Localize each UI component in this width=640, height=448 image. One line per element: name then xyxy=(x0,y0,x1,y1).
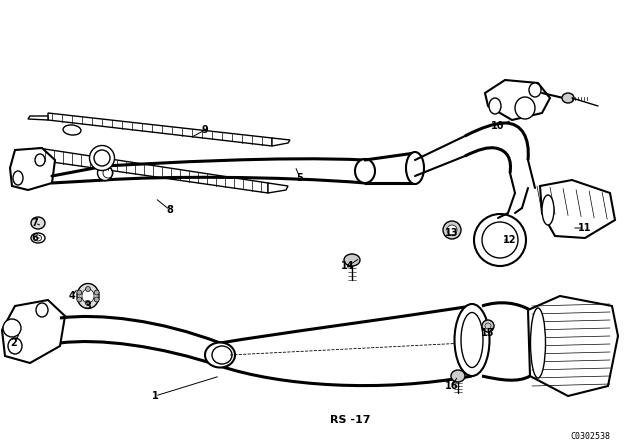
Ellipse shape xyxy=(205,343,235,367)
Ellipse shape xyxy=(355,159,375,183)
Text: 4: 4 xyxy=(68,291,76,301)
Text: 12: 12 xyxy=(503,235,516,245)
Ellipse shape xyxy=(77,297,82,302)
Text: 7: 7 xyxy=(31,218,38,228)
Ellipse shape xyxy=(482,222,518,258)
Ellipse shape xyxy=(86,301,90,306)
Text: 11: 11 xyxy=(579,223,592,233)
Ellipse shape xyxy=(344,254,360,266)
Ellipse shape xyxy=(35,235,42,241)
Polygon shape xyxy=(2,300,65,363)
Ellipse shape xyxy=(454,304,490,376)
Text: RS -17: RS -17 xyxy=(330,415,371,425)
Text: 14: 14 xyxy=(341,261,355,271)
Polygon shape xyxy=(28,116,48,120)
Text: 13: 13 xyxy=(445,228,459,238)
Polygon shape xyxy=(38,148,268,193)
Ellipse shape xyxy=(562,93,574,103)
Ellipse shape xyxy=(3,319,21,337)
Ellipse shape xyxy=(451,370,465,382)
Text: 5: 5 xyxy=(296,173,303,183)
Ellipse shape xyxy=(77,290,82,295)
Ellipse shape xyxy=(31,233,45,243)
Text: 2: 2 xyxy=(11,338,17,348)
Ellipse shape xyxy=(86,287,90,292)
Text: 3: 3 xyxy=(84,301,92,311)
Ellipse shape xyxy=(542,195,554,225)
Polygon shape xyxy=(18,153,38,160)
Ellipse shape xyxy=(515,97,535,119)
Ellipse shape xyxy=(94,290,99,295)
Ellipse shape xyxy=(529,83,541,97)
Text: 1: 1 xyxy=(152,391,158,401)
Polygon shape xyxy=(528,296,618,396)
Ellipse shape xyxy=(90,146,115,171)
Ellipse shape xyxy=(447,225,457,235)
Text: 6: 6 xyxy=(31,233,38,243)
Polygon shape xyxy=(485,80,550,120)
Polygon shape xyxy=(10,148,55,190)
Polygon shape xyxy=(272,138,290,146)
Text: 9: 9 xyxy=(202,125,209,135)
Ellipse shape xyxy=(35,154,45,166)
Ellipse shape xyxy=(474,214,526,266)
Ellipse shape xyxy=(489,98,501,114)
Ellipse shape xyxy=(443,221,461,239)
Ellipse shape xyxy=(8,338,22,354)
Ellipse shape xyxy=(13,171,23,185)
Ellipse shape xyxy=(97,165,113,181)
Ellipse shape xyxy=(531,308,545,378)
Ellipse shape xyxy=(77,284,99,309)
Ellipse shape xyxy=(82,289,94,303)
Ellipse shape xyxy=(94,150,110,166)
Ellipse shape xyxy=(406,152,424,184)
Ellipse shape xyxy=(94,297,99,302)
Ellipse shape xyxy=(36,303,48,317)
Text: 16: 16 xyxy=(445,381,459,391)
Polygon shape xyxy=(540,180,615,238)
Text: C0302538: C0302538 xyxy=(570,431,610,440)
Ellipse shape xyxy=(482,320,494,332)
Ellipse shape xyxy=(31,217,45,229)
Text: 8: 8 xyxy=(166,205,173,215)
Ellipse shape xyxy=(63,125,81,135)
Polygon shape xyxy=(48,113,272,146)
Text: 15: 15 xyxy=(481,328,495,338)
Polygon shape xyxy=(268,183,288,193)
Text: 10: 10 xyxy=(492,121,505,131)
